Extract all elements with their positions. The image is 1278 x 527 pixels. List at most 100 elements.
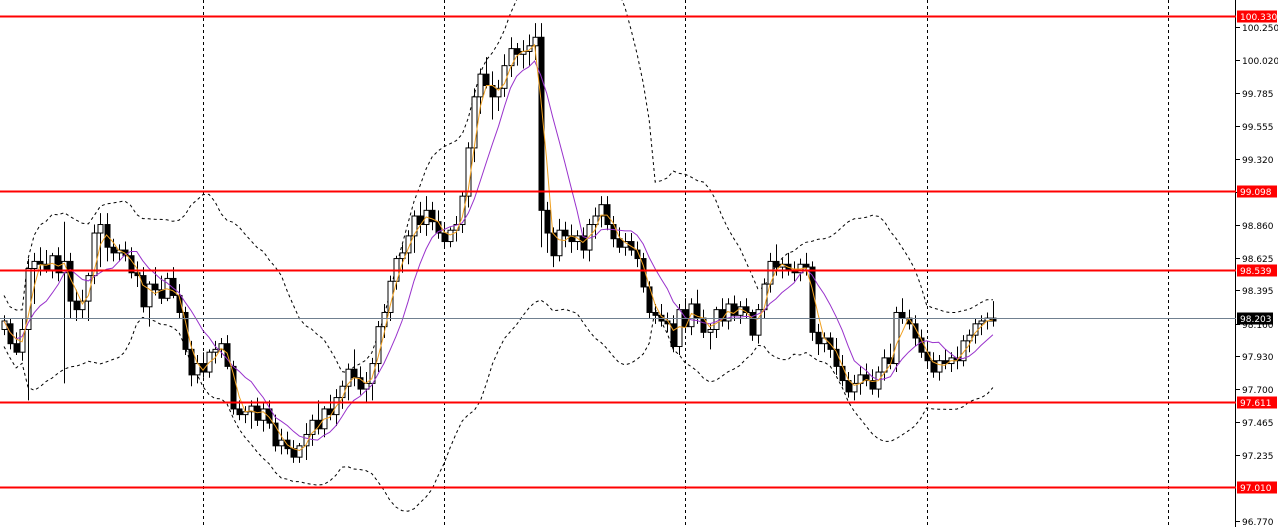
candle-body xyxy=(315,419,322,430)
candle-body xyxy=(303,433,310,447)
candle-body xyxy=(164,277,171,299)
candle-body xyxy=(248,405,255,413)
candle-body xyxy=(85,275,92,302)
level-flag: 97.010 xyxy=(1237,481,1277,494)
candle-body xyxy=(652,311,659,316)
candle xyxy=(315,400,322,435)
level-flag-label: 99.098 xyxy=(1240,188,1272,198)
candle-body xyxy=(767,260,774,285)
moving-averages xyxy=(3,43,994,452)
candle xyxy=(357,366,364,395)
candle xyxy=(652,303,659,324)
price-tick-label: 99.320 xyxy=(1242,156,1274,166)
candle xyxy=(248,400,255,429)
price-tick-label: 97.465 xyxy=(1242,419,1274,429)
candle xyxy=(73,289,80,321)
candle-body xyxy=(309,419,316,435)
candle xyxy=(31,252,38,304)
candle xyxy=(514,42,521,66)
candle-body xyxy=(110,246,117,254)
candle-body xyxy=(960,340,967,362)
candle-body xyxy=(598,204,605,217)
candle-body xyxy=(972,323,979,336)
level-flag-box xyxy=(1237,264,1277,277)
candle xyxy=(869,369,876,395)
candle-body xyxy=(912,323,919,339)
candle xyxy=(236,400,243,421)
price-tick-label: 96.770 xyxy=(1242,518,1274,527)
candle-body xyxy=(743,306,750,313)
level-flag-box xyxy=(1237,185,1277,198)
candle xyxy=(212,340,219,364)
candle-body xyxy=(978,320,985,325)
candle-body xyxy=(893,311,900,365)
candle-body xyxy=(899,311,906,319)
candle-body xyxy=(176,294,183,313)
candle-body xyxy=(405,235,412,254)
candle xyxy=(960,335,967,367)
candle xyxy=(453,216,460,242)
candle xyxy=(538,23,545,248)
price-axis[interactable]: 100.250100.02099.78599.55599.32099.09098… xyxy=(1236,24,1278,527)
current-price-flag-label: 98.203 xyxy=(1240,315,1272,325)
candle-body xyxy=(375,326,382,365)
candle-body xyxy=(869,380,876,390)
candle-body xyxy=(483,73,490,87)
candle xyxy=(296,442,303,463)
candle-body xyxy=(538,36,545,211)
candle-body xyxy=(158,289,165,299)
candle-body xyxy=(7,323,14,345)
candle-body xyxy=(236,408,243,416)
candle-body xyxy=(170,277,177,296)
price-tick-label: 100.020 xyxy=(1242,57,1278,67)
current-price-flag-box xyxy=(1237,312,1273,325)
candle-body xyxy=(260,408,267,421)
candle-body xyxy=(188,348,195,376)
envelope-bands xyxy=(3,0,994,512)
candle-body xyxy=(737,306,744,316)
candle xyxy=(309,414,316,446)
candle-body xyxy=(254,405,261,421)
candle xyxy=(97,213,104,268)
candle xyxy=(562,221,569,248)
candle-body xyxy=(670,323,677,348)
candle-body xyxy=(49,255,56,271)
candle xyxy=(598,196,605,228)
candle-body xyxy=(140,275,147,308)
ma-fast-line xyxy=(3,43,993,452)
candle-body xyxy=(471,96,478,149)
level-flag-label: 100.330 xyxy=(1240,13,1277,23)
candle-body xyxy=(863,374,870,382)
candle-body xyxy=(773,260,780,268)
candle xyxy=(170,267,177,299)
candle xyxy=(755,303,762,344)
upper-band xyxy=(3,0,993,374)
candle xyxy=(272,414,279,452)
candle-body xyxy=(942,360,949,365)
candle-body xyxy=(37,260,44,265)
candle xyxy=(592,207,599,239)
candle-body xyxy=(688,303,695,328)
session-separators xyxy=(203,0,1169,527)
candle-body xyxy=(628,241,635,251)
candle xyxy=(164,272,171,302)
candle xyxy=(604,196,611,231)
candle-body xyxy=(646,286,653,313)
candle-body xyxy=(731,303,738,316)
price-tick-label: 97.930 xyxy=(1242,353,1274,363)
candle xyxy=(912,315,919,347)
candle-body xyxy=(79,300,86,311)
level-flag: 98.539 xyxy=(1237,264,1277,277)
candle xyxy=(266,400,273,429)
candle-body xyxy=(25,268,32,330)
candle xyxy=(930,352,937,378)
candle-body xyxy=(429,209,436,223)
candle-body xyxy=(278,439,285,447)
horizontal-levels[interactable] xyxy=(0,15,1236,489)
candle xyxy=(616,227,623,253)
candle xyxy=(67,252,74,319)
candle-body xyxy=(707,328,714,333)
